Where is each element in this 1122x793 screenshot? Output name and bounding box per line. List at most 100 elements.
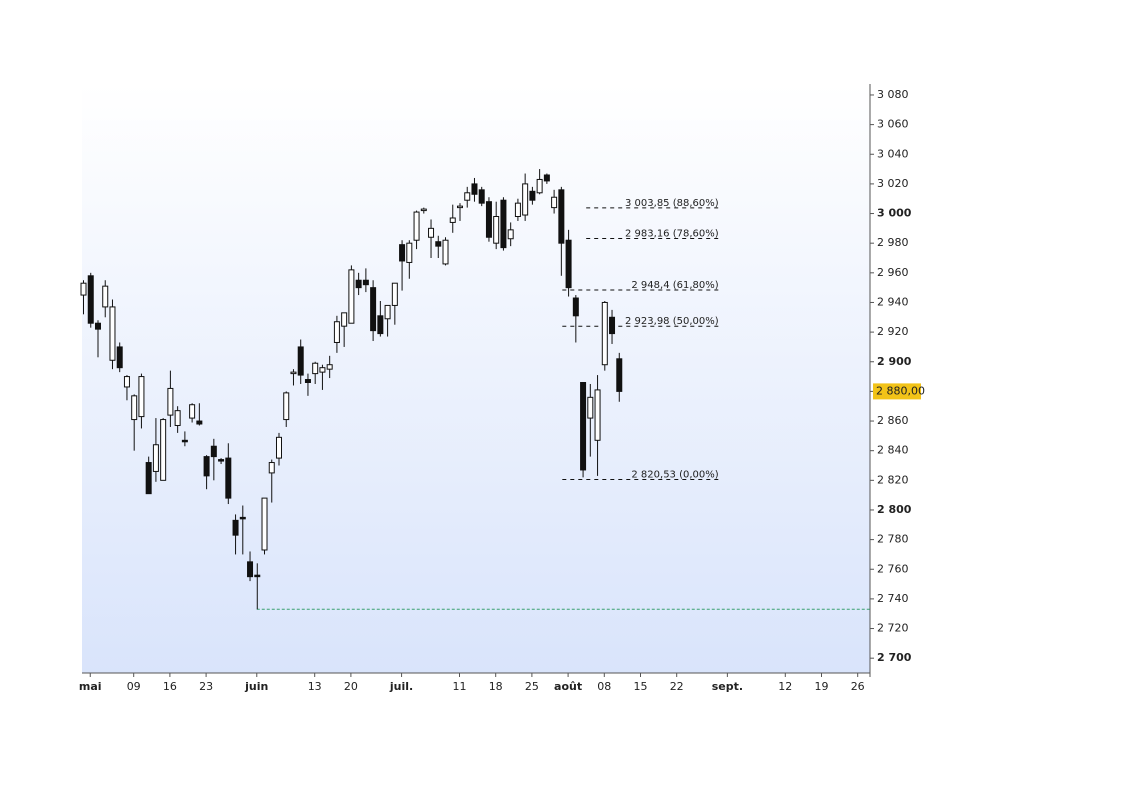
candle-body bbox=[478, 189, 485, 204]
candle-body bbox=[594, 389, 601, 441]
candle-body bbox=[529, 190, 536, 201]
candle-body bbox=[565, 239, 572, 289]
x-tick-label: 20 bbox=[344, 680, 358, 693]
y-tick-label: 3 020 bbox=[877, 177, 909, 190]
candle-body bbox=[218, 459, 225, 462]
candle-body bbox=[239, 516, 246, 520]
y-tick-label: 2 820 bbox=[877, 473, 909, 486]
x-tick-label: juil. bbox=[389, 680, 413, 693]
y-tick-label: 2 960 bbox=[877, 266, 909, 279]
fib-label: 2 983,16 (78,60%) bbox=[625, 228, 719, 239]
candle-body bbox=[522, 183, 529, 216]
candle-body bbox=[551, 196, 558, 209]
y-tick-label: 2 780 bbox=[877, 533, 909, 546]
x-tick-label: 22 bbox=[670, 680, 684, 693]
x-tick-label: mai bbox=[79, 680, 102, 693]
candle-body bbox=[196, 420, 203, 425]
candle-body bbox=[377, 315, 384, 335]
x-tick-label: 11 bbox=[452, 680, 466, 693]
candle-body bbox=[601, 301, 608, 366]
candle-body bbox=[297, 346, 304, 376]
candle-body bbox=[94, 322, 101, 330]
y-tick-label: 2 860 bbox=[877, 414, 909, 427]
candle-body bbox=[471, 183, 478, 195]
x-tick-label: 18 bbox=[489, 680, 503, 693]
fib-label: 2 923,98 (50,00%) bbox=[625, 316, 719, 327]
candle-body bbox=[131, 395, 138, 421]
candle-body bbox=[406, 242, 413, 263]
y-tick-label: 2 720 bbox=[877, 622, 909, 635]
candle-body bbox=[341, 312, 348, 327]
candle-body bbox=[254, 574, 261, 578]
candle-body bbox=[464, 192, 471, 201]
candle-body bbox=[580, 382, 587, 471]
y-tick-label: 2 700 bbox=[877, 651, 912, 664]
candle-body bbox=[109, 306, 116, 361]
candle-body bbox=[500, 199, 507, 249]
candle-body bbox=[123, 376, 130, 388]
fib-label: 2 948,4 (61,80%) bbox=[631, 280, 718, 291]
x-tick-label: août bbox=[554, 680, 582, 693]
x-tick-label: 16 bbox=[163, 680, 177, 693]
fib-label: 3 003,85 (88,60%) bbox=[625, 198, 719, 209]
candle-body bbox=[609, 316, 616, 335]
x-tick-label: 23 bbox=[199, 680, 213, 693]
candle-body bbox=[384, 304, 391, 320]
candle-body bbox=[572, 297, 579, 317]
candle-body bbox=[456, 205, 463, 209]
y-tick-label: 3 040 bbox=[877, 147, 909, 160]
candle-body bbox=[160, 419, 167, 481]
y-tick-label: 2 920 bbox=[877, 325, 909, 338]
candle-body bbox=[333, 321, 340, 343]
y-tick-label: 2 840 bbox=[877, 444, 909, 457]
candle-body bbox=[138, 376, 145, 418]
candle-body bbox=[80, 282, 87, 296]
y-tick-label: 2 940 bbox=[877, 295, 909, 308]
candle-body bbox=[189, 404, 196, 419]
candle-body bbox=[413, 211, 420, 241]
candle-body bbox=[442, 239, 449, 265]
candle-body bbox=[247, 561, 254, 578]
y-tick-label: 3 080 bbox=[877, 88, 909, 101]
candle-body bbox=[449, 217, 456, 223]
candle-body bbox=[536, 178, 543, 194]
last-price-tag bbox=[873, 383, 921, 400]
candle-body bbox=[181, 439, 188, 443]
candle-body bbox=[485, 201, 492, 238]
candle-body bbox=[326, 364, 333, 370]
candle-body bbox=[370, 287, 377, 332]
candle-body bbox=[399, 244, 406, 262]
candle-body bbox=[203, 456, 210, 477]
plot-background bbox=[82, 84, 870, 673]
candle-body bbox=[587, 396, 594, 419]
x-tick-label: 12 bbox=[778, 680, 792, 693]
x-tick-label: 13 bbox=[308, 680, 322, 693]
candle-body bbox=[435, 241, 442, 247]
candle-body bbox=[391, 282, 398, 306]
y-tick-label: 2 760 bbox=[877, 562, 909, 575]
candle-body bbox=[152, 444, 159, 472]
x-tick-label: 25 bbox=[525, 680, 539, 693]
candle-body bbox=[319, 367, 326, 373]
candle-body bbox=[261, 497, 268, 551]
last-price-label: 2 880,00 bbox=[876, 384, 925, 397]
plot-layer: 3 080 3 060 3 040 3 020 3 000 2 980 2 960 2 940… bbox=[79, 84, 925, 693]
y-tick-label: 2 900 bbox=[877, 355, 912, 368]
candle-body bbox=[167, 387, 174, 416]
candle-body bbox=[232, 519, 239, 536]
x-tick-label: 08 bbox=[597, 680, 611, 693]
x-tick-label: 19 bbox=[814, 680, 828, 693]
y-tick-label: 2 740 bbox=[877, 592, 909, 605]
candle-body bbox=[145, 462, 152, 495]
candle-body bbox=[355, 279, 362, 289]
y-tick-label: 3 000 bbox=[877, 207, 912, 220]
candle-body bbox=[275, 436, 282, 459]
candle-body bbox=[543, 174, 550, 182]
candle-body bbox=[304, 379, 311, 384]
candle-body bbox=[420, 208, 427, 212]
candle-body bbox=[116, 346, 123, 369]
candle-body bbox=[290, 371, 297, 375]
candle-body bbox=[616, 358, 623, 392]
x-tick-label: juin bbox=[244, 680, 268, 693]
